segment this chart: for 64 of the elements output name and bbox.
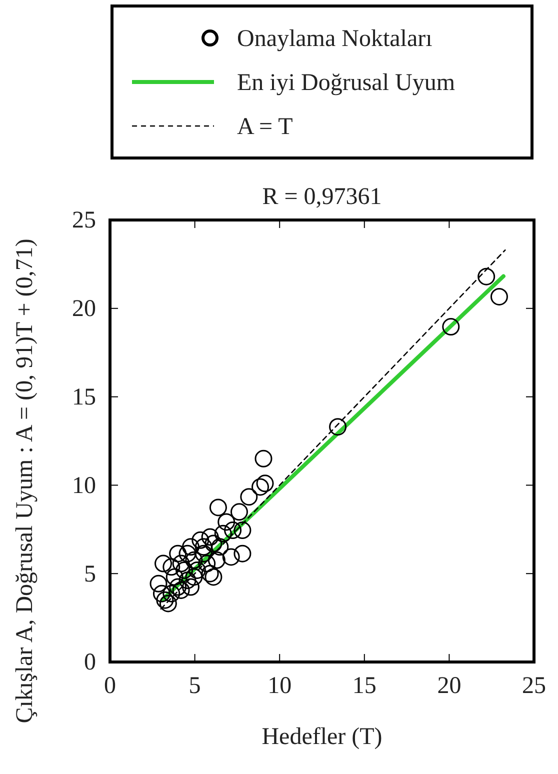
point <box>490 288 508 306</box>
chart-title: R = 0,97361 <box>262 184 382 210</box>
point <box>442 318 460 336</box>
point <box>182 578 200 596</box>
x-tick-label: 25 <box>522 673 546 700</box>
legend-label: A = T <box>237 114 294 140</box>
y-tick-label: 10 <box>72 472 96 499</box>
y-tick-label: 0 <box>84 650 96 676</box>
point <box>162 558 180 576</box>
x-tick-label: 15 <box>352 673 376 700</box>
point <box>194 544 212 562</box>
x-tick-label: 0 <box>104 673 116 700</box>
point <box>204 534 222 552</box>
point <box>192 531 210 549</box>
point <box>159 594 177 612</box>
point <box>176 561 194 579</box>
point <box>234 522 252 540</box>
point <box>256 474 274 492</box>
point <box>329 418 347 436</box>
point <box>154 554 172 572</box>
point <box>254 450 272 468</box>
y-tick-label: 25 <box>72 208 96 234</box>
point <box>178 544 196 562</box>
point <box>185 551 203 569</box>
point <box>201 528 219 546</box>
point <box>152 584 170 602</box>
point <box>211 538 229 556</box>
legend-label: Onaylama Noktaları <box>237 26 433 52</box>
point <box>182 538 200 556</box>
point <box>209 498 227 516</box>
point <box>162 584 180 602</box>
point <box>204 568 222 586</box>
point <box>214 524 232 542</box>
point <box>208 551 226 569</box>
point <box>218 513 236 531</box>
point <box>194 538 212 556</box>
point <box>169 578 187 596</box>
point <box>178 572 196 590</box>
x-tick-label: 5 <box>188 673 201 700</box>
x-tick-label: 10 <box>268 673 292 700</box>
point <box>150 574 168 592</box>
x-axis-title: Hedefler (T) <box>262 724 382 750</box>
point <box>188 561 206 579</box>
y-tick-label: 20 <box>72 296 96 322</box>
legend-label: En iyi Doğrusal Uyum <box>237 70 456 96</box>
point <box>172 554 190 572</box>
y-tick-label: 15 <box>72 384 96 410</box>
point <box>166 568 184 586</box>
y-tick-label: 5 <box>84 561 96 588</box>
point <box>156 591 174 609</box>
point <box>252 478 270 496</box>
point <box>172 581 190 599</box>
point <box>185 568 203 586</box>
point <box>169 544 187 562</box>
point <box>222 548 240 566</box>
point <box>240 488 258 506</box>
point <box>201 564 219 582</box>
point <box>224 522 242 540</box>
point <box>234 544 252 562</box>
point <box>478 268 496 286</box>
x-tick-label: 20 <box>437 673 462 700</box>
y-axis-title: Çıkışlar A, Doğrusal Uyum : A = (0, 91)T + (0,71) <box>12 238 38 724</box>
point <box>198 554 216 572</box>
point <box>230 503 248 521</box>
